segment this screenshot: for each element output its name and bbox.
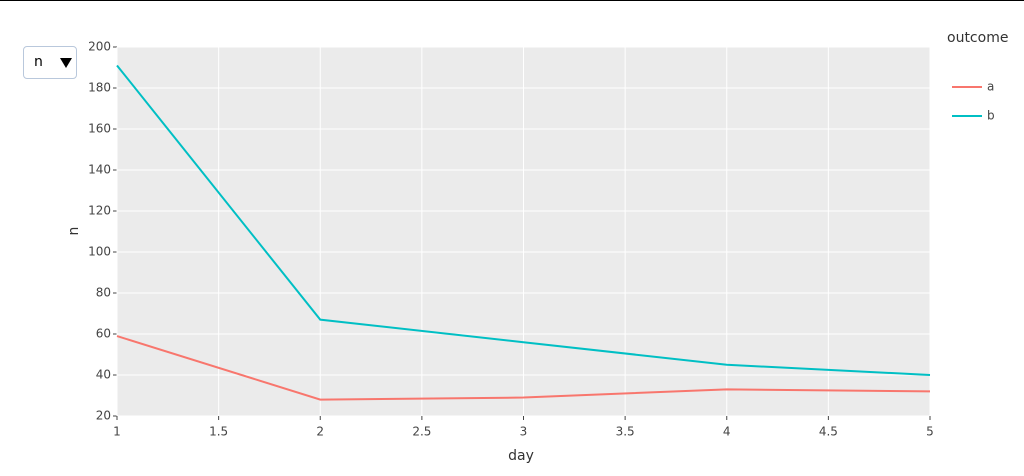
x-tick-label: 1.5 bbox=[209, 425, 228, 439]
x-axis-title: day bbox=[508, 448, 534, 464]
y-tick-label: 60 bbox=[96, 327, 111, 341]
legend-label: a bbox=[987, 80, 994, 94]
x-tick-label: 4 bbox=[723, 425, 731, 439]
y-tick-label: 20 bbox=[96, 409, 111, 423]
x-tick-label: 1 bbox=[113, 425, 121, 439]
dropdown-value: n bbox=[34, 54, 43, 70]
x-tick-label: 5 bbox=[926, 425, 934, 439]
legend-title: outcome bbox=[947, 30, 1008, 46]
y-tick-label: 120 bbox=[88, 204, 111, 218]
x-tick-label: 2 bbox=[316, 425, 324, 439]
y-tick-label: 40 bbox=[96, 368, 111, 382]
y-tick-label: 200 bbox=[88, 40, 111, 54]
x-tick-label: 3.5 bbox=[616, 425, 635, 439]
top-border bbox=[0, 0, 1024, 1]
y-tick-label: 100 bbox=[88, 245, 111, 259]
y-axis-title: n bbox=[66, 227, 82, 236]
x-tick-label: 3 bbox=[520, 425, 528, 439]
y-tick-label: 140 bbox=[88, 163, 111, 177]
legend-label: b bbox=[987, 109, 995, 123]
y-tick-label: 160 bbox=[88, 122, 111, 136]
line-series bbox=[116, 335, 931, 401]
x-tick-label: 4.5 bbox=[819, 425, 838, 439]
line-series bbox=[116, 64, 931, 376]
dropdown[interactable]: n bbox=[23, 46, 77, 79]
dropdown-arrow bbox=[60, 58, 72, 68]
x-tick-label: 2.5 bbox=[412, 425, 431, 439]
y-tick-label: 80 bbox=[96, 286, 111, 300]
y-tick-label: 180 bbox=[88, 81, 111, 95]
